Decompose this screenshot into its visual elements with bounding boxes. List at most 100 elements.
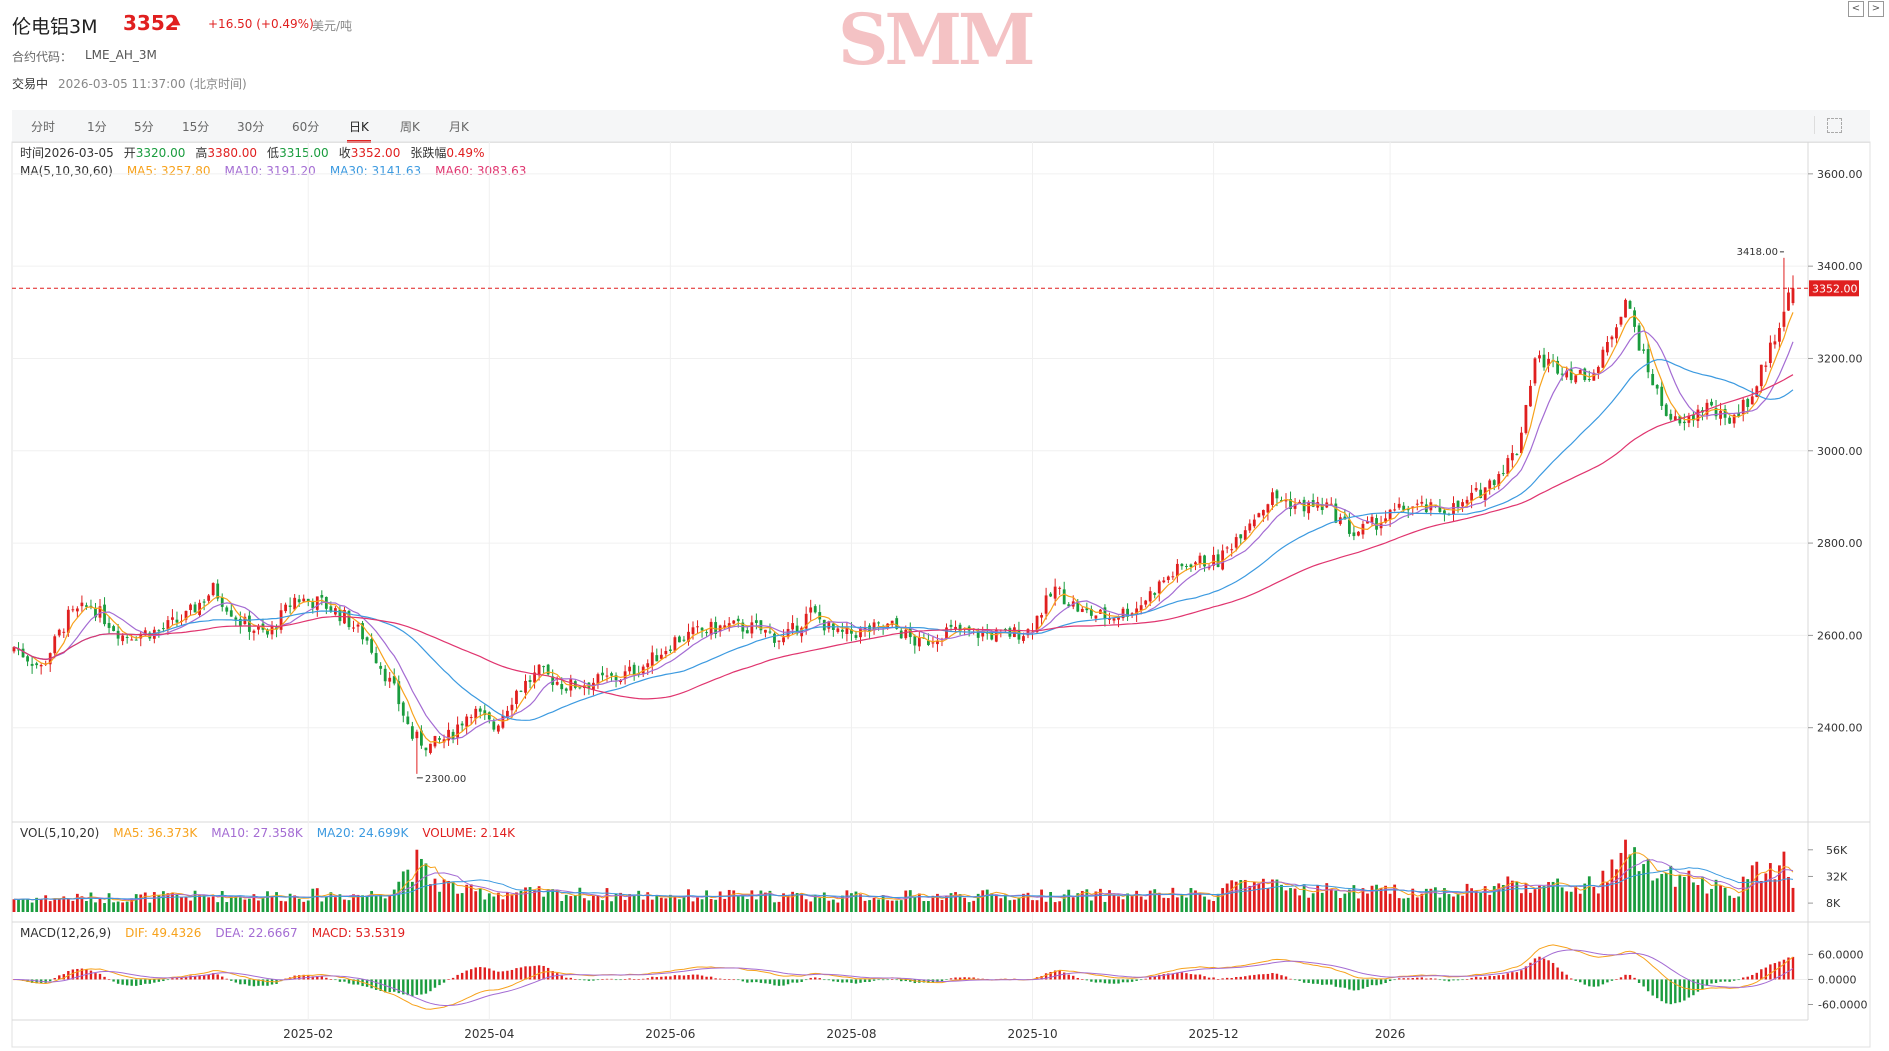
tab-1min[interactable]: 1分 xyxy=(87,120,107,134)
candle-body xyxy=(438,738,441,740)
macd-bar xyxy=(795,979,799,983)
tab-30min[interactable]: 30分 xyxy=(237,120,265,134)
macd-bar xyxy=(705,976,708,980)
candle-body xyxy=(777,640,781,642)
volume-bar xyxy=(62,896,66,912)
candle-body xyxy=(709,621,713,636)
volume-bar xyxy=(1578,893,1582,912)
macd-bar xyxy=(94,973,97,980)
volume-bar xyxy=(1013,899,1016,912)
volume-bar xyxy=(1565,891,1569,912)
candle-body xyxy=(94,607,97,618)
volume-bar xyxy=(379,894,383,912)
macd-bar xyxy=(632,979,636,980)
vol-ma20-line xyxy=(13,867,1794,901)
candle-body xyxy=(302,598,306,602)
volume-bar xyxy=(619,892,622,912)
volume-bar xyxy=(311,888,315,912)
next-arrow-icon[interactable]: > xyxy=(1868,1,1884,17)
macd-bar xyxy=(900,979,903,982)
candle-body xyxy=(1497,474,1501,486)
candle-body xyxy=(157,630,161,632)
macd-bar xyxy=(166,979,170,981)
volume-bar xyxy=(157,894,161,912)
price-tick-label: 2400.00 xyxy=(1817,722,1863,735)
candle-body xyxy=(66,609,70,633)
volume-bar xyxy=(1135,890,1139,912)
macd-bar xyxy=(587,979,591,981)
macd-bar xyxy=(1108,979,1111,984)
volume-bar xyxy=(261,897,265,912)
volume-bar xyxy=(1701,877,1704,912)
candle-body xyxy=(1406,509,1410,511)
macd-bar xyxy=(967,977,971,980)
macd-bar xyxy=(103,976,106,980)
volume-bar xyxy=(134,894,138,912)
macd-bar xyxy=(239,979,242,985)
volume-bar xyxy=(501,899,505,912)
candle-body xyxy=(39,664,43,667)
tab-monthly[interactable]: 月K xyxy=(449,120,469,134)
volume-bar xyxy=(1130,895,1134,912)
volume-bar xyxy=(297,898,301,912)
volume-bar xyxy=(1651,880,1655,912)
fullscreen-icon[interactable] xyxy=(1827,118,1842,133)
macd-bar xyxy=(1588,979,1591,987)
time-tick-label: 2026 xyxy=(1375,1027,1406,1041)
candle-body xyxy=(1225,547,1229,549)
candle-body xyxy=(112,626,115,632)
candle-body xyxy=(1166,576,1170,581)
volume-bar xyxy=(1271,879,1274,912)
volume-bar xyxy=(1424,888,1428,912)
tab-5min[interactable]: 5分 xyxy=(134,120,154,134)
volume-bar xyxy=(1569,891,1573,912)
volume-bar xyxy=(1728,895,1732,912)
candle-body xyxy=(659,654,663,659)
volume-bar xyxy=(1402,898,1406,912)
macd-bar xyxy=(1520,970,1523,980)
tab-15min[interactable]: 15分 xyxy=(182,120,210,134)
candle-body xyxy=(483,710,487,716)
time-tick-label: 2025-10 xyxy=(1007,1027,1057,1041)
candle-body xyxy=(320,595,324,598)
candle-body xyxy=(745,630,749,634)
macd-bar xyxy=(610,978,613,980)
volume-bar xyxy=(1112,895,1116,912)
candle-body xyxy=(981,632,985,637)
volume-bar xyxy=(1492,886,1496,912)
candle-body xyxy=(1479,489,1483,499)
volume-bar xyxy=(1483,886,1487,912)
candle-body xyxy=(474,708,478,719)
macd-bar xyxy=(356,979,360,985)
volume-bar xyxy=(211,896,215,912)
volume-bar xyxy=(718,891,722,912)
volume-bar xyxy=(1773,879,1777,912)
candle-body xyxy=(1606,341,1609,353)
candle-body xyxy=(840,629,844,632)
prev-arrow-icon[interactable]: < xyxy=(1848,1,1864,17)
macd-bar xyxy=(877,979,880,981)
candle-body xyxy=(1221,550,1225,570)
volume-bar xyxy=(1275,879,1279,912)
macd-bar xyxy=(1167,973,1170,980)
volume-bar xyxy=(1710,888,1713,912)
macd-bar xyxy=(406,979,410,996)
candle-body xyxy=(1651,373,1655,386)
tab-60min[interactable]: 60分 xyxy=(292,120,320,134)
tab-intraday[interactable]: 分时 xyxy=(31,120,56,134)
macd-bar xyxy=(424,979,428,994)
tab-weekly[interactable]: 周K xyxy=(400,120,420,134)
volume-bar xyxy=(1596,893,1600,912)
macd-bar xyxy=(1053,970,1057,980)
candle-body xyxy=(1347,519,1351,534)
candle-body xyxy=(469,717,473,719)
volume-bar xyxy=(537,886,541,912)
macd-bar xyxy=(1778,961,1781,980)
candle-body xyxy=(1465,499,1469,504)
period-tabs: 分时 1分 5分 15分 30分 60分 日K 周K 月K xyxy=(12,110,1870,143)
macd-bar xyxy=(863,979,867,983)
volume-bar xyxy=(1076,893,1080,912)
volume-bar xyxy=(1375,884,1378,912)
macd-bar xyxy=(1158,974,1161,980)
